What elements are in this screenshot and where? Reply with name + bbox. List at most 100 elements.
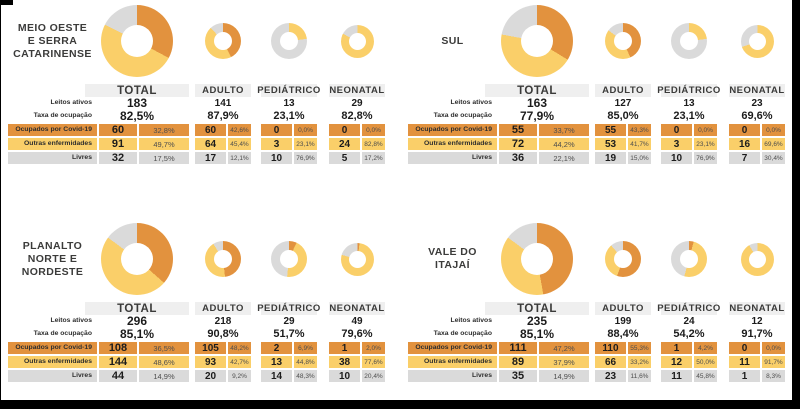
leitos-value-adulto: 199 — [614, 315, 632, 327]
row-label-ocupados-covid: Ocupados por Covid-19 — [8, 342, 97, 354]
outras-count-pediatrico: 3 — [661, 138, 692, 150]
column-header-total: TOTAL — [85, 84, 189, 97]
donut-chart-pediatrico — [261, 222, 317, 296]
taxa-value-neonatal: 69,6% — [741, 109, 773, 122]
taxa-value-pediatrico: 23,1% — [273, 109, 305, 122]
outras-pct-neonatal: 82,8% — [362, 138, 385, 150]
column-header-pediatrico: PEDIÁTRICO — [657, 302, 721, 315]
outras-pct-neonatal: 69,6% — [762, 138, 785, 150]
outras-pct-neonatal: 77,6% — [362, 356, 385, 368]
outras-pct-pediatrico: 50,0% — [694, 356, 717, 368]
outras-count-pediatrico: 3 — [261, 138, 292, 150]
donut-ring — [605, 23, 641, 59]
donut-ring — [671, 241, 707, 277]
row-label-outras-enfermidades: Outras enfermidades — [408, 138, 497, 150]
column-header-total: TOTAL — [85, 302, 189, 315]
region-panel-planalto: PLANALTO NORTE E NORDESTE TOTAL ADULTO P… — [0, 222, 400, 382]
leitos-value-total: 235 — [526, 314, 548, 328]
donut-ring — [101, 5, 173, 77]
region-title: PLANALTO NORTE E NORDESTE — [21, 239, 84, 278]
leitos-value-neonatal: 49 — [351, 315, 363, 327]
outras-count-adulto: 93 — [195, 356, 226, 368]
livres-count-pediatrico: 10 — [661, 152, 692, 164]
row-label-taxa-ocupacao: Taxa de ocupação — [433, 329, 492, 337]
livres-count-adulto: 20 — [195, 370, 226, 382]
covid-pct-neonatal: 0,0% — [762, 342, 785, 354]
livres-count-total: 36 — [499, 152, 537, 164]
livres-count-adulto: 17 — [195, 152, 226, 164]
row-label-ocupados-covid: Ocupados por Covid-19 — [408, 342, 497, 354]
taxa-value-pediatrico: 51,7% — [273, 327, 305, 340]
donut-ring — [740, 24, 774, 58]
covid-pct-pediatrico: 0,0% — [294, 124, 317, 136]
frame-right-edge — [792, 0, 800, 409]
livres-pct-adulto: 12,1% — [228, 152, 251, 164]
region-panel-sul: SUL TOTAL ADULTO PEDIÁTRICO NEONATAL Lei… — [400, 4, 800, 164]
covid-count-adulto: 60 — [195, 124, 226, 136]
outras-count-total: 91 — [99, 138, 137, 150]
livres-pct-neonatal: 17,2% — [362, 152, 385, 164]
row-label-ocupados-covid: Ocupados por Covid-19 — [8, 124, 97, 136]
donut-chart-pediatrico — [661, 4, 717, 78]
covid-pct-total: 32,8% — [139, 124, 189, 136]
covid-pct-neonatal: 0,0% — [362, 124, 385, 136]
regions-grid: MEIO OESTE E SERRA CATARINENSE TOTAL ADU… — [0, 4, 800, 382]
outras-count-total: 144 — [99, 356, 137, 368]
covid-count-adulto: 110 — [595, 342, 626, 354]
column-header-pediatrico: PEDIÁTRICO — [657, 84, 721, 97]
row-label-taxa-ocupacao: Taxa de ocupação — [33, 111, 92, 119]
donut-ring — [205, 241, 241, 277]
livres-pct-total: 14,9% — [139, 370, 189, 382]
column-header-neonatal: NEONATAL — [729, 302, 785, 315]
covid-count-pediatrico: 0 — [661, 124, 692, 136]
donut-ring — [205, 23, 241, 59]
covid-count-adulto: 105 — [195, 342, 226, 354]
frame-bottom-edge — [0, 400, 800, 409]
livres-pct-neonatal: 20,4% — [362, 370, 385, 382]
livres-pct-adulto: 11,6% — [628, 370, 651, 382]
livres-count-pediatrico: 14 — [261, 370, 292, 382]
outras-count-neonatal: 38 — [329, 356, 360, 368]
covid-pct-neonatal: 2,0% — [362, 342, 385, 354]
donut-ring — [671, 23, 707, 59]
covid-pct-total: 33,7% — [539, 124, 589, 136]
livres-pct-total: 17,5% — [139, 152, 189, 164]
livres-pct-pediatrico: 76,9% — [694, 152, 717, 164]
taxa-value-neonatal: 82,8% — [341, 109, 373, 122]
donut-chart-adulto — [195, 4, 251, 78]
livres-count-adulto: 23 — [595, 370, 626, 382]
outras-count-adulto: 53 — [595, 138, 626, 150]
taxa-value-total: 82,5% — [119, 108, 155, 123]
row-label-ocupados-covid: Ocupados por Covid-19 — [408, 124, 497, 136]
livres-pct-pediatrico: 45,8% — [694, 370, 717, 382]
row-label-leitos-ativos: Leitos ativos — [450, 317, 492, 325]
column-header-pediatrico: PEDIÁTRICO — [257, 302, 321, 315]
outras-count-adulto: 64 — [195, 138, 226, 150]
covid-count-neonatal: 0 — [729, 342, 760, 354]
region-title: MEIO OESTE E SERRA CATARINENSE — [13, 21, 92, 60]
covid-pct-pediatrico: 6,9% — [294, 342, 317, 354]
leitos-value-pediatrico: 13 — [683, 97, 695, 109]
livres-count-neonatal: 5 — [329, 152, 360, 164]
frame-corner-mark — [0, 0, 13, 5]
row-label-livres: Livres — [8, 152, 97, 164]
livres-count-neonatal: 10 — [329, 370, 360, 382]
donut-chart-neonatal — [329, 4, 385, 78]
covid-pct-neonatal: 0,0% — [762, 124, 785, 136]
covid-count-neonatal: 0 — [329, 124, 360, 136]
covid-pct-total: 36,5% — [139, 342, 189, 354]
outras-count-pediatrico: 13 — [261, 356, 292, 368]
donut-chart-pediatrico — [661, 222, 717, 296]
outras-pct-neonatal: 91,7% — [762, 356, 785, 368]
donut-chart-total — [85, 4, 189, 78]
leitos-value-total: 163 — [526, 96, 548, 110]
taxa-value-total: 85,1% — [119, 326, 155, 341]
covid-pct-adulto: 48,2% — [228, 342, 251, 354]
outras-pct-adulto: 42,7% — [228, 356, 251, 368]
livres-pct-total: 14,9% — [539, 370, 589, 382]
row-label-leitos-ativos: Leitos ativos — [50, 99, 92, 107]
donut-ring — [501, 223, 573, 295]
column-header-total: TOTAL — [485, 302, 589, 315]
column-header-neonatal: NEONATAL — [329, 302, 385, 315]
row-label-outras-enfermidades: Outras enfermidades — [8, 138, 97, 150]
